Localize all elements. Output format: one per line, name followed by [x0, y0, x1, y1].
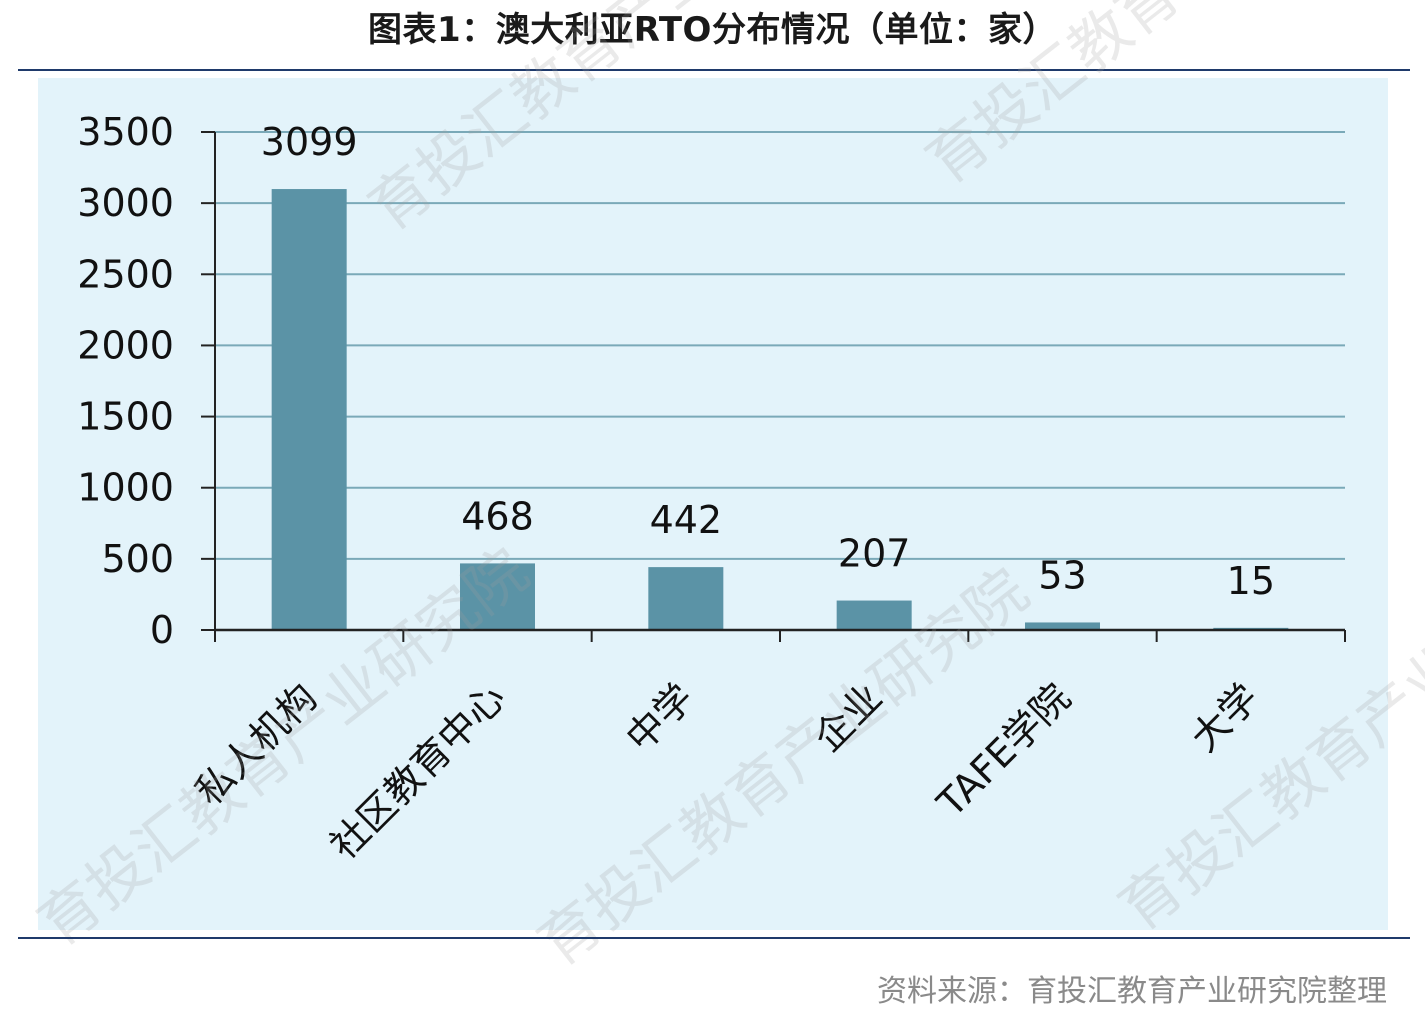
- y-tick-label: 0: [150, 608, 174, 652]
- data-label: 207: [838, 532, 911, 576]
- bar: [836, 600, 912, 630]
- axes: [201, 131, 1346, 642]
- bar: [1025, 622, 1100, 630]
- bar: [648, 567, 724, 630]
- category-label: 企业: [806, 675, 891, 760]
- category-label: 大学: [1182, 675, 1267, 760]
- y-tick-label: 2500: [77, 252, 174, 296]
- data-label: 15: [1227, 559, 1275, 603]
- y-tick-label: 500: [101, 537, 174, 581]
- plot-panel: [38, 78, 1388, 930]
- data-label: 3099: [261, 120, 358, 164]
- bars: [271, 189, 1289, 630]
- y-tick-label: 2000: [77, 323, 174, 367]
- category-label: 中学: [617, 675, 702, 760]
- data-label: 53: [1038, 553, 1086, 597]
- gridlines: [215, 131, 1345, 560]
- bar: [271, 189, 347, 630]
- category-label: 私人机构: [187, 675, 326, 814]
- y-tick-label: 3500: [77, 110, 174, 154]
- chart-title: 图表1：澳大利亚RTO分布情况（单位：家）: [368, 10, 1057, 50]
- labels: 0 500 1000 1500 2000 2500 3000 3500 3099 私人机构 468 社…: [77, 110, 1275, 868]
- category-label: 社区教育中心: [322, 675, 514, 867]
- top-rule: [18, 69, 1410, 71]
- bar: [460, 563, 535, 630]
- category-label: TAFE学院: [928, 675, 1079, 826]
- bottom-rule: [18, 937, 1410, 939]
- source-note: 资料来源：育投汇教育产业研究院整理: [877, 974, 1387, 1009]
- y-tick-label: 1000: [77, 466, 174, 510]
- data-label: 442: [650, 498, 723, 542]
- y-tick-label: 3000: [77, 181, 174, 225]
- data-label: 468: [461, 494, 534, 538]
- y-tick-label: 1500: [77, 395, 174, 439]
